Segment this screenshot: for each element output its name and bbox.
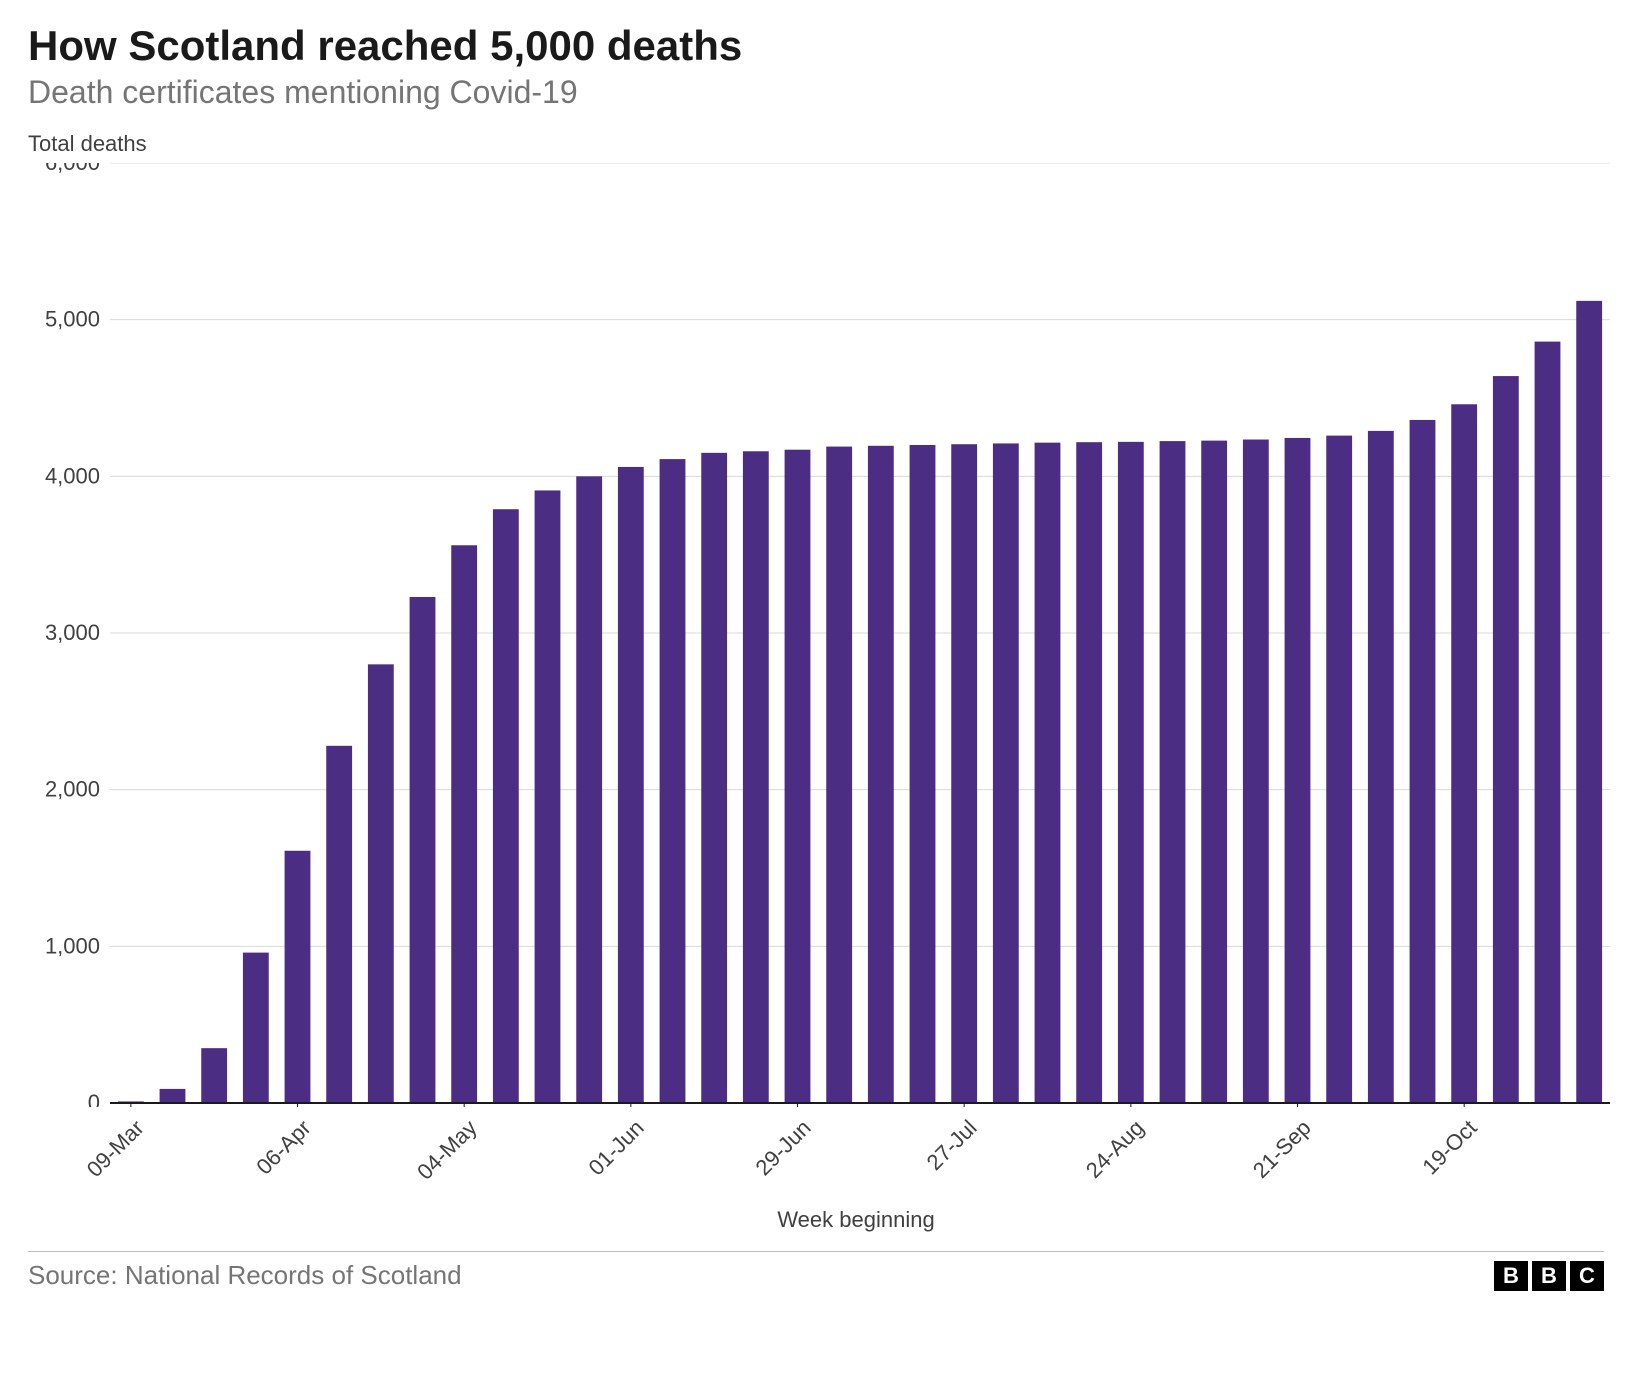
chart-area: 01,0002,0003,0004,0005,0006,000 09-Mar06… [28, 163, 1604, 1107]
x-tick-label: 29-Jun [750, 1115, 816, 1181]
y-axis-title: Total deaths [28, 131, 1604, 157]
y-tick-label: 4,000 [45, 463, 100, 488]
bar [1410, 420, 1436, 1103]
x-tick-label: 01-Jun [583, 1115, 649, 1181]
bar [1243, 440, 1269, 1103]
bar-chart-svg: 0 1,000 2,000 3,000 4,000 5,000 6,000 [28, 163, 1610, 1107]
bbc-logo-letter: B [1532, 1261, 1566, 1291]
bar [451, 545, 477, 1103]
x-axis-title: Week beginning [28, 1207, 1604, 1233]
bar [660, 459, 686, 1103]
footer-divider [28, 1251, 1604, 1252]
y-tick-label: 2,000 [45, 777, 100, 802]
bar [368, 664, 394, 1103]
bar [1493, 376, 1519, 1103]
bar [910, 445, 936, 1103]
bar [1035, 443, 1061, 1103]
chart-page: How Scotland reached 5,000 deaths Death … [0, 0, 1632, 1311]
chart-title: How Scotland reached 5,000 deaths [28, 22, 1604, 70]
bbc-logo-letter: B [1494, 1261, 1528, 1291]
bar [326, 746, 352, 1103]
bar [201, 1048, 227, 1103]
x-tick-label: 21-Sep [1247, 1115, 1316, 1184]
x-tick-label: 06-Apr [251, 1115, 316, 1180]
bar [1368, 431, 1394, 1103]
x-tick-label: 19-Oct [1417, 1115, 1482, 1180]
bbc-logo-letter: C [1570, 1261, 1604, 1291]
bar [993, 443, 1019, 1103]
y-tick-label: 3,000 [45, 620, 100, 645]
bar [1201, 441, 1227, 1103]
y-tick-label: 1,000 [45, 933, 100, 958]
bar [285, 851, 311, 1103]
bar [160, 1089, 186, 1103]
bar [1326, 436, 1352, 1103]
bar [1118, 442, 1144, 1103]
source-text: Source: National Records of Scotland [28, 1260, 462, 1291]
bbc-logo: B B C [1494, 1261, 1604, 1291]
x-tick-label: 24-Aug [1081, 1115, 1150, 1184]
x-tick-label: 04-May [412, 1115, 482, 1185]
bar [743, 451, 769, 1103]
bar [701, 453, 727, 1103]
y-tick-label: 5,000 [45, 307, 100, 332]
bar [868, 446, 894, 1103]
y-tick-label: 6,000 [45, 163, 100, 175]
bar [493, 509, 519, 1103]
bar [1285, 438, 1311, 1103]
bar [243, 953, 269, 1103]
y-tick-label: 0 [88, 1090, 100, 1107]
bar [535, 490, 561, 1103]
bar [1160, 441, 1186, 1103]
bar [785, 450, 811, 1103]
bar [410, 597, 436, 1103]
chart-subtitle: Death certificates mentioning Covid-19 [28, 74, 1604, 111]
bar [576, 476, 602, 1103]
bar [618, 467, 644, 1103]
x-tick-label: 09-Mar [82, 1115, 150, 1183]
bar [951, 444, 977, 1103]
bar [1535, 342, 1561, 1103]
chart-footer: Source: National Records of Scotland B B… [28, 1260, 1604, 1291]
x-tick-label: 27-Jul [922, 1115, 983, 1176]
bar [826, 447, 852, 1103]
bar [1451, 404, 1477, 1103]
bar [1076, 442, 1102, 1103]
bar [1576, 301, 1602, 1103]
